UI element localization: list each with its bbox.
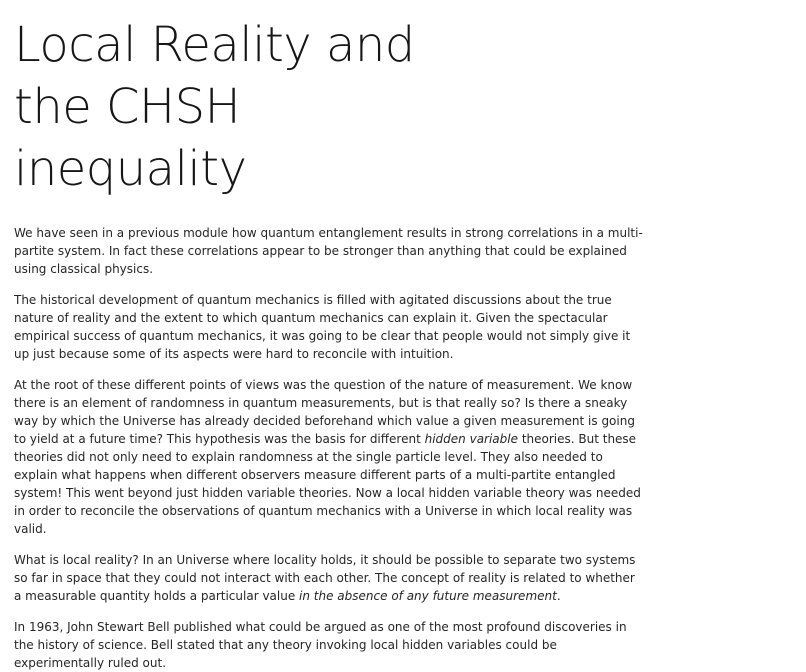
paragraph-local-reality-text-a: What is local reality? In an Universe wh… (14, 553, 636, 603)
title-line-1: Local Reality and (14, 17, 415, 73)
hidden-variable-emphasis: hidden variable (424, 432, 518, 446)
article: Local Reality and the CHSH inequality We… (14, 14, 644, 670)
paragraph-measurement-text-a: At the root of these different points of… (14, 378, 635, 446)
page-title: Local Reality and the CHSH inequality (14, 14, 444, 200)
paragraph-local-reality: What is local reality? In an Universe wh… (14, 551, 644, 605)
title-line-3: inequality (14, 141, 247, 197)
paragraph-measurement: At the root of these different points of… (14, 376, 644, 538)
paragraph-intro: We have seen in a previous module how qu… (14, 226, 643, 276)
paragraph-local-reality-text-b: . (556, 589, 561, 603)
paragraph-bell: In 1963, John Stewart Bell published wha… (14, 620, 627, 670)
future-measurement-emphasis: in the absence of any future measurement (299, 589, 557, 603)
title-line-2: the CHSH (14, 79, 241, 135)
paragraph-measurement-text-b: theories. But these theories did not onl… (14, 432, 641, 536)
paragraph-history: The historical development of quantum me… (14, 293, 631, 361)
